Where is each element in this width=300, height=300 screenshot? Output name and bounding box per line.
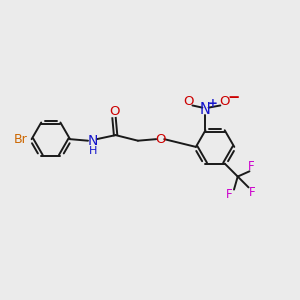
Text: O: O <box>109 105 119 119</box>
Text: H: H <box>89 146 98 156</box>
Text: −: − <box>227 90 239 105</box>
Text: N: N <box>200 102 211 117</box>
Text: F: F <box>249 186 255 199</box>
Text: Br: Br <box>14 133 28 146</box>
Text: O: O <box>219 95 230 108</box>
Text: N: N <box>87 134 98 148</box>
Text: F: F <box>248 160 255 173</box>
Text: O: O <box>155 133 166 146</box>
Text: F: F <box>226 188 232 201</box>
Text: O: O <box>183 95 194 108</box>
Text: +: + <box>208 97 218 110</box>
